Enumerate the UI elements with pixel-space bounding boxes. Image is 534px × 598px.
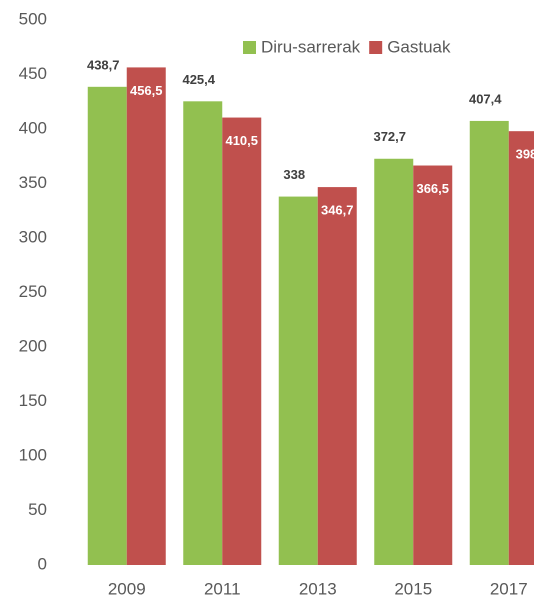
bar — [222, 117, 262, 566]
value-label: 438,7 — [87, 57, 120, 72]
y-tick-label: 50 — [28, 500, 47, 519]
bar — [87, 86, 127, 565]
bar — [374, 158, 414, 565]
y-tick-label: 150 — [19, 391, 47, 410]
x-tick-label: 2015 — [394, 579, 432, 598]
value-label: 372,7 — [373, 129, 406, 144]
value-label: 366,5 — [416, 181, 449, 196]
legend-swatch — [369, 41, 383, 54]
x-tick-label: 2017 — [490, 579, 528, 598]
bar — [278, 196, 318, 565]
y-tick-label: 0 — [38, 554, 47, 573]
x-tick-label: 2011 — [204, 579, 241, 598]
value-label: 338 — [283, 167, 305, 182]
bar — [469, 120, 509, 566]
value-label: 346,7 — [321, 203, 354, 218]
value-label: 456,5 — [130, 83, 163, 98]
bar — [183, 101, 223, 566]
y-tick-label: 300 — [19, 227, 47, 246]
bar — [317, 187, 357, 566]
x-tick-label: 2009 — [108, 579, 146, 598]
bar — [126, 67, 166, 565]
x-tick-label: 2013 — [299, 579, 337, 598]
value-label: 425,4 — [182, 72, 215, 87]
y-tick-label: 100 — [19, 445, 47, 464]
legend-swatch — [243, 41, 256, 54]
legend-label: Diru-sarrerak — [261, 37, 361, 56]
value-label: 398, — [516, 147, 534, 162]
y-tick-label: 450 — [19, 64, 47, 83]
value-label: 410,5 — [225, 133, 258, 148]
value-label: 407,4 — [469, 91, 502, 106]
y-tick-label: 250 — [19, 282, 47, 301]
bar — [413, 165, 453, 565]
y-tick-label: 500 — [19, 9, 47, 28]
y-tick-label: 350 — [19, 173, 47, 192]
bar — [508, 131, 534, 565]
legend-label: Gastuak — [387, 37, 451, 56]
y-tick-label: 200 — [19, 336, 47, 355]
y-tick-label: 400 — [19, 118, 47, 137]
